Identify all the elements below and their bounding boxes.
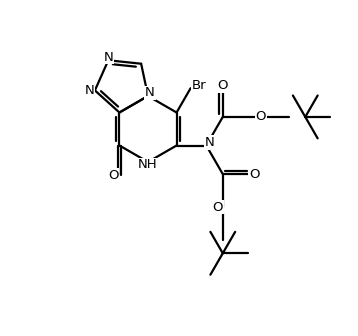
Text: O: O — [213, 201, 223, 214]
Text: NH: NH — [138, 159, 158, 171]
Text: O: O — [108, 169, 118, 182]
Text: Br: Br — [191, 79, 206, 92]
Text: N: N — [103, 51, 113, 64]
Text: N: N — [85, 84, 95, 97]
Text: O: O — [256, 111, 266, 123]
Text: O: O — [218, 79, 228, 92]
Text: N: N — [204, 136, 214, 149]
Text: O: O — [249, 168, 260, 180]
Text: N: N — [145, 86, 155, 99]
